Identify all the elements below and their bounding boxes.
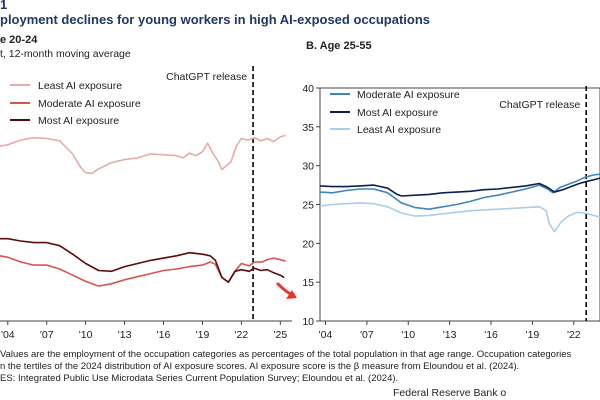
panel-b-y-tick-label: 10 [302,316,314,328]
series-line-moderate-ai-exposure-a [0,255,286,287]
footnote-source: ES: Integrated Public Use Microdata Seri… [0,373,399,384]
panel-b-x-tick-label: '04 [319,329,333,341]
panel-a-x-tick-label: '13 [118,329,132,341]
series-line-least-ai-exposure-b [319,202,600,233]
panel-b-y-tick-label: 25 [302,200,314,212]
panel-b-y-tick-label: 35 [302,122,314,134]
panel-a-x-tick-label: '04 [1,329,15,341]
panel-b-x-tick-label: '22 [567,329,581,341]
series-line-most-ai-exposure-a [0,237,285,283]
legend-label-most: Most AI exposure [38,115,119,127]
legend-label-moderate-b: Moderate AI exposure [357,89,460,101]
legend-label-least-b: Least AI exposure [357,124,441,136]
panel-a-chart: '04 '07 '10 '13 '16 '19 '22 '25 ChatGPT release… [0,66,297,341]
panel-a-x-tick-label: '22 [235,329,249,341]
panel-a-title: e 20-24 [0,34,38,46]
panel-a-subtitle: t, 12-month moving average [0,48,131,60]
panel-a-x-tick-label: '19 [196,329,210,341]
panel-b-chatgpt-release-label: ChatGPT release [499,99,580,111]
footer-credit: Federal Reserve Bank o [393,387,507,399]
panel-b-title: B. Age 25-55 [306,40,372,52]
series-line-least-ai-exposure-a [0,134,286,175]
panel-b-y-tick-label: 15 [302,277,314,289]
panel-b-x-tick-label: '10 [401,329,415,341]
panel-b-y-tick-label: 30 [302,161,314,173]
footnote-line-1: Values are the employment of the occupat… [0,349,572,360]
panel-b-chart: 10 15 20 25 30 35 40 '04 '07 '10 '13 '16 '19 '22 Cha… [302,83,600,341]
panel-a-x-tick-label: '10 [79,329,93,341]
panel-b-x-tick-label: '13 [443,329,457,341]
figure-label: 1 [0,0,8,12]
legend-label-least: Least AI exposure [38,80,122,92]
panel-a-legend: Least AI exposure Moderate AI exposure M… [10,80,141,127]
panel-b-x-tick-label: '07 [360,329,374,341]
panel-a-x-tick-label: '16 [157,329,171,341]
panel-b-y-tick-label: 40 [302,83,314,95]
panel-a-chatgpt-release-label: ChatGPT release [166,71,247,83]
figure-title: ployment declines for young workers in h… [0,12,431,27]
series-line-moderate-ai-exposure-b [319,173,600,210]
panel-a-x-tick-label: '25 [273,329,287,341]
footnote-line-2: n the tertiles of the 2024 distribution … [0,361,520,372]
panel-a-x-tick-label: '07 [40,329,54,341]
legend-label-moderate: Moderate AI exposure [38,98,141,110]
panel-b-y-tick-label: 20 [302,238,314,250]
panel-b-x-tick-label: '19 [526,329,540,341]
legend-label-most-b: Most AI exposure [357,107,438,119]
series-line-most-ai-exposure-b [319,177,600,197]
panel-b-legend: Moderate AI exposure Most AI exposure Le… [330,89,460,136]
decline-arrow [276,282,297,299]
panel-b-x-tick-label: '16 [484,329,498,341]
